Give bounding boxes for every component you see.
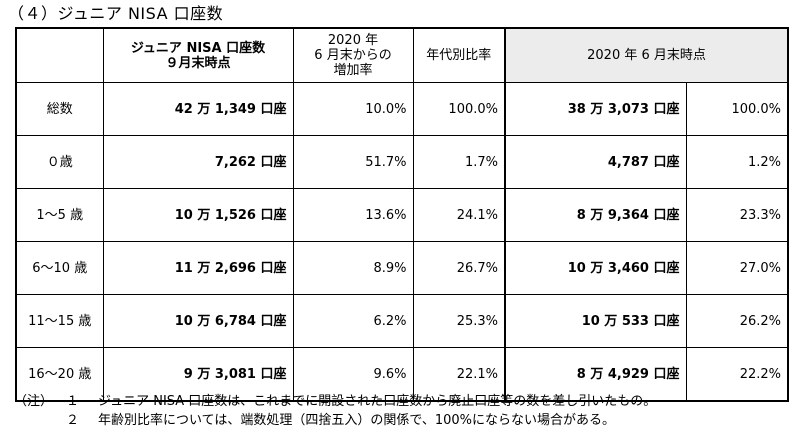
header-blank-cell — [15, 27, 104, 83]
row-label: 11～15 歳 — [15, 294, 104, 348]
row-label: 16～20 歳 — [15, 347, 104, 402]
footnote-text: ジュニア NISA 口座数は、これまでに開設された口座数から廃止口座等の数を差し… — [98, 394, 657, 409]
increase-rate: 6.2% — [292, 294, 414, 348]
table-row: ０歳 7,262 口座 51.7% 1.7% 4,787 口座 1.2% — [15, 135, 789, 189]
accounts-june: 4,787 口座 — [504, 135, 687, 189]
accounts-june: 38 万 3,073 口座 — [504, 82, 687, 136]
footnote-spacer — [14, 411, 66, 430]
footnote-number: ２ — [66, 413, 80, 428]
ratio-june: 23.3% — [685, 188, 789, 242]
footnote-2: ２ 年齢別比率については、端数処理（四捨五入）の関係で、100%にならない場合が… — [14, 411, 656, 430]
footnote-prefix: （注） — [14, 394, 54, 409]
footnotes: （注） １ ジュニア NISA 口座数は、これまでに開設された口座数から廃止口座… — [14, 392, 656, 430]
section-title: （４）ジュニア NISA 口座数 — [8, 4, 224, 23]
footnote-1: （注） １ ジュニア NISA 口座数は、これまでに開設された口座数から廃止口座… — [14, 392, 656, 411]
accounts-june: 10 万 3,460 口座 — [504, 241, 687, 295]
row-label: 総数 — [15, 82, 104, 136]
table-header-row: ジュニア NISA 口座数 ９月末時点 2020 年 6 月末からの 増加率 年… — [15, 27, 789, 83]
accounts-sep: 10 万 1,526 口座 — [102, 188, 294, 242]
age-ratio: 22.1% — [412, 347, 506, 402]
accounts-sep: 7,262 口座 — [102, 135, 294, 189]
age-ratio: 25.3% — [412, 294, 506, 348]
row-label: 6～10 歳 — [15, 241, 104, 295]
accounts-sep: 11 万 2,696 口座 — [102, 241, 294, 295]
accounts-sep: 9 万 3,081 口座 — [102, 347, 294, 402]
ratio-june: 22.2% — [685, 347, 789, 402]
ratio-june: 100.0% — [685, 82, 789, 136]
footnote-number: １ — [66, 394, 80, 409]
ratio-june: 27.0% — [685, 241, 789, 295]
row-label: ０歳 — [15, 135, 104, 189]
header-2020-june: 2020 年 6 月末時点 — [503, 27, 789, 83]
accounts-june: 8 万 9,364 口座 — [504, 188, 687, 242]
accounts-sep: 10 万 6,784 口座 — [102, 294, 294, 348]
accounts-sep: 42 万 1,349 口座 — [102, 82, 294, 136]
table-row: 総数 42 万 1,349 口座 10.0% 100.0% 38 万 3,073… — [15, 82, 789, 136]
accounts-june: 10 万 533 口座 — [504, 294, 687, 348]
header-age-ratio: 年代別比率 — [412, 27, 506, 83]
table-row: 16～20 歳 9 万 3,081 口座 9.6% 22.1% 8 万 4,92… — [15, 347, 789, 402]
junior-nisa-accounts-table: ジュニア NISA 口座数 ９月末時点 2020 年 6 月末からの 増加率 年… — [15, 27, 790, 402]
increase-rate: 8.9% — [292, 241, 414, 295]
table-row: 11～15 歳 10 万 6,784 口座 6.2% 25.3% 10 万 53… — [15, 294, 789, 348]
header-increase-rate: 2020 年 6 月末からの 増加率 — [292, 27, 414, 83]
age-ratio: 24.1% — [412, 188, 506, 242]
ratio-june: 1.2% — [685, 135, 789, 189]
age-ratio: 26.7% — [412, 241, 506, 295]
age-ratio: 100.0% — [412, 82, 506, 136]
row-label: 1～5 歳 — [15, 188, 104, 242]
increase-rate: 13.6% — [292, 188, 414, 242]
ratio-june: 26.2% — [685, 294, 789, 348]
table-row: 6～10 歳 11 万 2,696 口座 8.9% 26.7% 10 万 3,4… — [15, 241, 789, 295]
increase-rate: 10.0% — [292, 82, 414, 136]
footnote-text: 年齢別比率については、端数処理（四捨五入）の関係で、100%にならない場合がある… — [98, 413, 615, 428]
age-ratio: 1.7% — [412, 135, 506, 189]
increase-rate: 51.7% — [292, 135, 414, 189]
table-row: 1～5 歳 10 万 1,526 口座 13.6% 24.1% 8 万 9,36… — [15, 188, 789, 242]
header-accounts-sep: ジュニア NISA 口座数 ９月末時点 — [102, 27, 294, 83]
